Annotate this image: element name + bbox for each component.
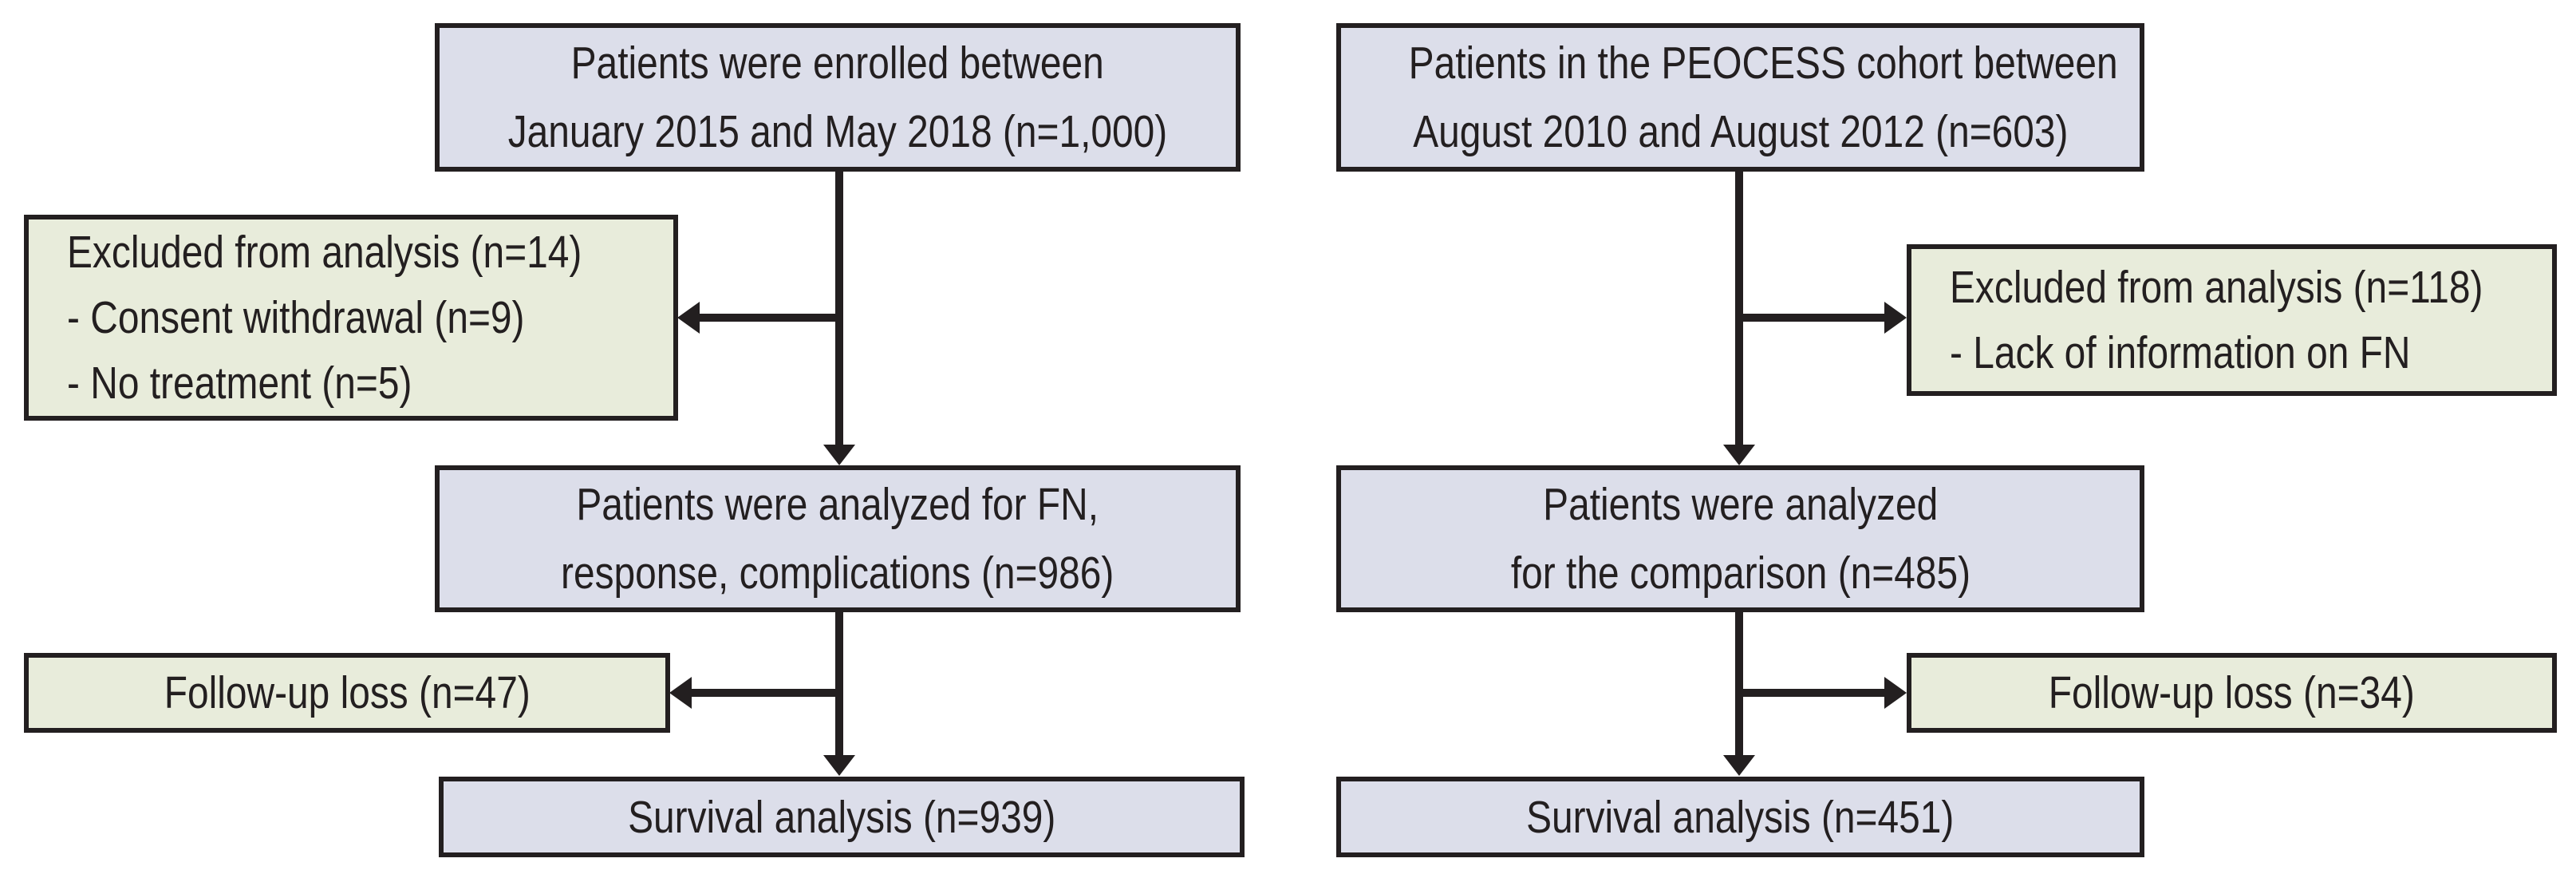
followup-loss-box-study: Follow-up loss (n=47) [24, 653, 670, 733]
arrow-right-icon [1884, 302, 1907, 334]
excluded-box-study: Excluded from analysis (n=14) - Consent … [24, 215, 678, 421]
analyzed-box-study: Patients were analyzed for FN, response,… [435, 465, 1241, 612]
enrolled-box-study: Patients were enrolled between January 2… [435, 23, 1241, 172]
arrow-right-icon [1884, 677, 1907, 709]
arrow-down-icon [1723, 445, 1755, 465]
box-text-line: Survival analysis (n=939) [627, 791, 1056, 843]
flow-line-peocess-2 [1735, 611, 1743, 756]
arrow-down-icon [1723, 755, 1755, 776]
box-text-line: August 2010 and August 2012 (n=603) [1412, 106, 2069, 157]
followup-line-peocess [1739, 689, 1885, 697]
followup-line-study [690, 689, 839, 697]
survival-box-peocess: Survival analysis (n=451) [1336, 777, 2144, 857]
enrolled-box-peocess: Patients in the PEOCESS cohort between A… [1336, 23, 2144, 172]
box-text-line: Follow-up loss (n=34) [2048, 667, 2416, 718]
flow-line-study-1 [835, 168, 843, 446]
box-text-line: Follow-up loss (n=47) [164, 667, 531, 718]
box-text-line: Excluded from analysis (n=118) [1950, 262, 2483, 313]
box-text-line: response, complications (n=986) [561, 548, 1114, 599]
box-text-line: for the comparison (n=485) [1510, 548, 1970, 599]
box-text-line: Survival analysis (n=451) [1526, 791, 1955, 843]
box-text-line: - No treatment (n=5) [67, 358, 412, 409]
box-text-line: Excluded from analysis (n=14) [67, 227, 582, 278]
box-text-line: Patients in the PEOCESS cohort between [1408, 38, 2118, 89]
arrow-left-icon [677, 302, 700, 334]
box-text-line: January 2015 and May 2018 (n=1,000) [507, 106, 1168, 157]
box-text-line: Patients were analyzed for FN, [576, 479, 1099, 530]
flow-line-peocess-1 [1735, 168, 1743, 446]
box-text-line: - Lack of information on FN [1950, 327, 2411, 378]
box-text-line: Patients were enrolled between [570, 38, 1105, 89]
box-text-line: Patients were analyzed [1542, 479, 1939, 530]
box-text-line: - Consent withdrawal (n=9) [67, 292, 525, 343]
flow-line-study-2 [835, 611, 843, 756]
exclusion-line-study [698, 314, 839, 322]
survival-box-study: Survival analysis (n=939) [439, 777, 1245, 857]
exclusion-line-peocess [1739, 314, 1885, 322]
arrow-down-icon [823, 445, 855, 465]
analyzed-box-peocess: Patients were analyzed for the compariso… [1336, 465, 2144, 612]
arrow-left-icon [669, 677, 692, 709]
excluded-box-peocess: Excluded from analysis (n=118) - Lack of… [1907, 244, 2557, 396]
followup-loss-box-peocess: Follow-up loss (n=34) [1907, 653, 2557, 733]
arrow-down-icon [823, 755, 855, 776]
